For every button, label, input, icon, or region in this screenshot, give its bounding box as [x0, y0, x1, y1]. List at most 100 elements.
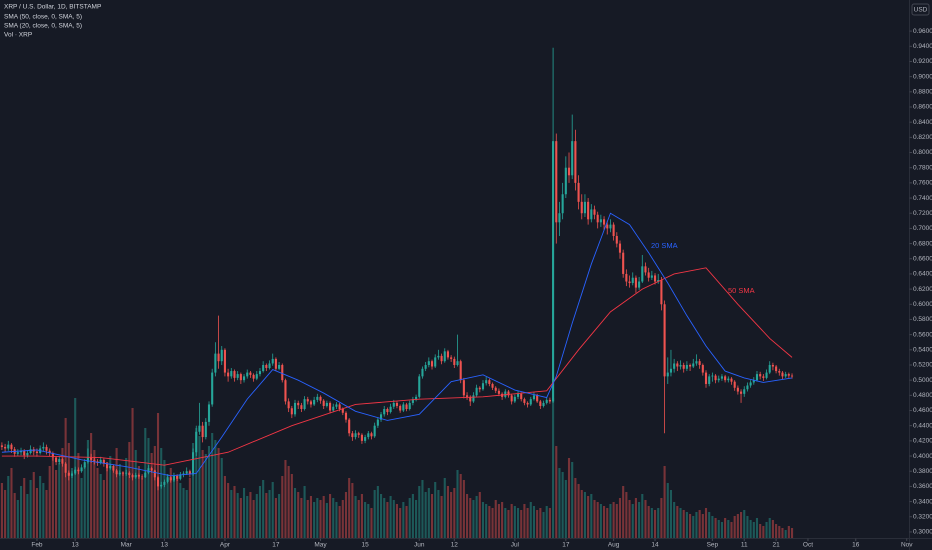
currency-box[interactable] [911, 3, 930, 16]
candle-body [462, 380, 465, 396]
candle-body [571, 141, 574, 176]
volume-bar [341, 500, 344, 538]
volume-bar [395, 504, 399, 538]
volume-bar [300, 498, 303, 538]
volume-bar [379, 494, 383, 538]
volume-bar [523, 504, 526, 538]
legend-entry[interactable]: SMA (50, close, 0, SMA, 5) [4, 14, 82, 21]
candle-body [147, 468, 150, 473]
candle-body [440, 355, 443, 362]
volume-bar [561, 472, 564, 538]
volume-bar [389, 496, 392, 538]
candle-body [172, 475, 176, 481]
volume-bar [418, 486, 421, 538]
volume-bar [698, 510, 701, 538]
volume-bar [501, 502, 504, 538]
candle-body [395, 402, 399, 406]
candle-body [399, 405, 402, 411]
x-tick-label: 12 [451, 542, 459, 549]
candle-body [278, 364, 281, 369]
candle-body [105, 463, 109, 469]
volume-bar [650, 508, 653, 538]
candle-body [545, 399, 548, 403]
volume-bar [437, 490, 440, 538]
volume-bar [507, 510, 510, 538]
volume-bar [386, 502, 389, 538]
candle-body [516, 393, 520, 397]
candle-body [657, 280, 660, 282]
volume-bar [242, 488, 246, 538]
volume-bar [223, 476, 226, 538]
legend-entry[interactable]: SMA (20, close, 0, SMA, 5) [4, 23, 82, 30]
volume-bar [32, 472, 35, 538]
volume-bar [717, 520, 720, 538]
volume-bar [615, 504, 618, 538]
sma-line [1, 212, 793, 477]
candle-body [179, 474, 182, 479]
volume-bar [80, 478, 83, 538]
candle-body [227, 372, 230, 377]
volume-bar [268, 490, 271, 538]
candle-body [421, 368, 424, 377]
candle-body [641, 266, 644, 282]
volume-bar [70, 468, 74, 538]
currency[interactable]: USD [914, 7, 928, 14]
volume-bar [558, 468, 561, 538]
volume-bar [207, 446, 211, 538]
volume-bar [638, 502, 641, 538]
candle-body [615, 235, 618, 244]
candle-body [415, 396, 418, 400]
volume-bar [752, 522, 755, 538]
candle-body [141, 476, 144, 478]
candle-body [300, 405, 303, 410]
x-tick-label: 21 [772, 542, 780, 549]
candle-body [0, 445, 3, 447]
volume-bar [118, 464, 121, 538]
candle-body [768, 364, 771, 373]
volume-bar [105, 462, 109, 538]
candle-body [351, 433, 354, 438]
candle-body [201, 425, 204, 438]
volume-bar [271, 482, 274, 538]
volume-bar [599, 504, 602, 538]
x-tick-label: Nov [901, 542, 913, 549]
volume-bar [526, 508, 529, 538]
candle-body [335, 404, 338, 407]
volume-bar [13, 493, 16, 538]
volume-bar [606, 508, 609, 538]
volume-bar [478, 492, 481, 538]
candle-body [322, 400, 325, 406]
x-tick-label: Apr [220, 542, 231, 549]
volume-bar [239, 498, 242, 538]
candle-body [778, 371, 781, 373]
candle-body [112, 465, 115, 471]
candle-body [666, 372, 669, 377]
volume-bar [35, 488, 39, 538]
volume-bar [77, 453, 80, 538]
candle-body [242, 376, 246, 381]
volume-bar [172, 480, 176, 538]
volume-bar [657, 508, 660, 538]
candle-body [430, 361, 434, 367]
volume-bar [695, 512, 698, 538]
candle-body [297, 402, 300, 406]
candle-body [676, 363, 679, 367]
volume-bar [262, 480, 265, 538]
candle-body [373, 425, 376, 437]
volume-bar [4, 490, 7, 538]
volume-bar [102, 480, 105, 538]
volume-bar [201, 450, 204, 538]
volume-bar [392, 500, 395, 538]
legend-entry[interactable]: Vol · XRP [4, 32, 32, 39]
volume-bar [290, 474, 293, 538]
volume-bar [335, 502, 338, 538]
volume-bar [121, 472, 125, 538]
volume-bar [303, 486, 306, 538]
volume-bar [411, 494, 414, 538]
x-tick-label: Jun [414, 542, 425, 549]
